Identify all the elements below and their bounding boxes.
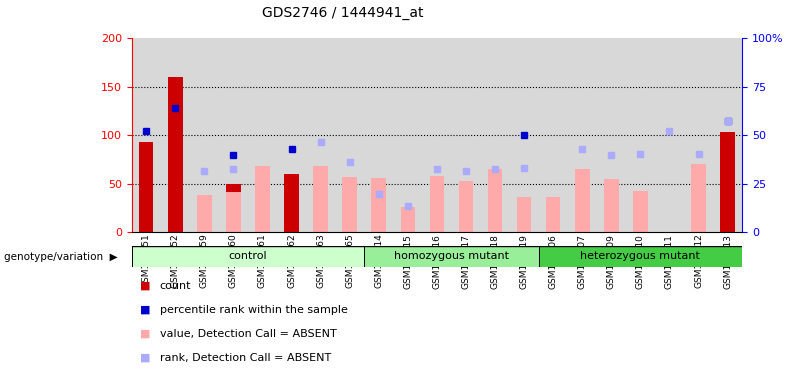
- Bar: [160, 38, 190, 232]
- Bar: [626, 38, 655, 232]
- Bar: [190, 38, 219, 232]
- Bar: [197, 195, 211, 232]
- Bar: [226, 184, 241, 232]
- Bar: [277, 38, 306, 232]
- Bar: [452, 38, 480, 232]
- Text: ■: ■: [140, 305, 150, 315]
- Bar: [139, 142, 153, 232]
- Text: ■: ■: [140, 353, 150, 362]
- Text: homozygous mutant: homozygous mutant: [394, 251, 509, 262]
- Bar: [335, 38, 364, 232]
- Bar: [401, 207, 415, 232]
- Bar: [575, 169, 590, 232]
- Bar: [546, 197, 560, 232]
- Text: heterozygous mutant: heterozygous mutant: [580, 251, 701, 262]
- Bar: [684, 38, 713, 232]
- Bar: [364, 38, 393, 232]
- Bar: [422, 38, 452, 232]
- Bar: [517, 203, 531, 232]
- Bar: [132, 246, 364, 267]
- Bar: [255, 166, 270, 232]
- Text: genotype/variation  ▶: genotype/variation ▶: [4, 252, 117, 262]
- Bar: [510, 38, 539, 232]
- Bar: [393, 38, 422, 232]
- Bar: [721, 132, 735, 232]
- Text: control: control: [229, 251, 267, 262]
- Bar: [372, 178, 386, 232]
- Bar: [713, 38, 742, 232]
- Text: count: count: [160, 281, 191, 291]
- Bar: [306, 38, 335, 232]
- Bar: [284, 174, 298, 232]
- Bar: [633, 190, 648, 232]
- Bar: [691, 164, 705, 232]
- Bar: [168, 77, 183, 232]
- Bar: [314, 166, 328, 232]
- Bar: [539, 38, 567, 232]
- Text: ■: ■: [140, 281, 150, 291]
- Text: value, Detection Call = ABSENT: value, Detection Call = ABSENT: [160, 329, 336, 339]
- Bar: [226, 192, 241, 232]
- Bar: [655, 38, 684, 232]
- Bar: [132, 38, 160, 232]
- Bar: [364, 246, 539, 267]
- Text: ■: ■: [140, 329, 150, 339]
- Bar: [488, 169, 502, 232]
- Bar: [567, 38, 597, 232]
- Text: rank, Detection Call = ABSENT: rank, Detection Call = ABSENT: [160, 353, 331, 362]
- Bar: [539, 246, 742, 267]
- Bar: [459, 181, 473, 232]
- Bar: [480, 38, 510, 232]
- Bar: [219, 38, 248, 232]
- Text: percentile rank within the sample: percentile rank within the sample: [160, 305, 347, 315]
- Bar: [248, 38, 277, 232]
- Bar: [597, 38, 626, 232]
- Bar: [342, 177, 357, 232]
- Bar: [517, 197, 531, 232]
- Bar: [604, 179, 618, 232]
- Text: GDS2746 / 1444941_at: GDS2746 / 1444941_at: [263, 6, 424, 20]
- Bar: [429, 176, 444, 232]
